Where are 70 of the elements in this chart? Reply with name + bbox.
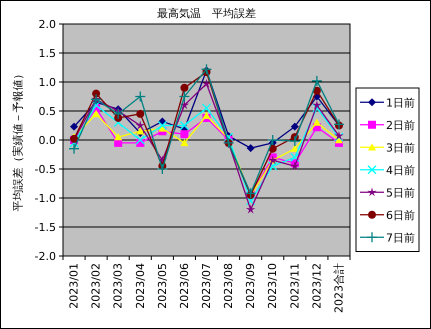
point — [136, 135, 145, 145]
x-tick-label: 2023/07 — [200, 263, 213, 309]
point — [290, 122, 299, 131]
point — [136, 127, 144, 134]
x-tick-label: 2023合計 — [332, 263, 346, 313]
point — [268, 161, 278, 171]
point — [136, 110, 144, 118]
x-tick-label: 2023/01 — [68, 263, 81, 309]
y-tick-label: 1.0 — [38, 76, 56, 89]
point — [289, 136, 300, 147]
point — [246, 204, 256, 214]
point — [202, 78, 212, 88]
point — [92, 110, 100, 118]
point — [202, 103, 212, 113]
point — [178, 90, 190, 102]
point — [114, 118, 123, 128]
legend-label: 2日前 — [386, 118, 415, 132]
point — [70, 122, 78, 131]
point — [112, 108, 124, 120]
point — [180, 120, 190, 130]
point — [202, 112, 210, 119]
point — [158, 120, 167, 130]
legend-label: 5日前 — [386, 186, 415, 200]
chart-title: 最高気温 平均誤差 — [157, 7, 256, 20]
point — [134, 90, 146, 102]
point — [267, 134, 278, 146]
legend-label: 3日前 — [386, 141, 415, 154]
point — [245, 188, 256, 200]
point — [180, 130, 188, 138]
point — [290, 161, 300, 170]
x-tick-label: 2023/05 — [156, 263, 169, 309]
point — [333, 118, 345, 130]
point — [312, 103, 322, 113]
x-tick-label: 2023/02 — [90, 263, 103, 309]
point — [200, 64, 212, 75]
point — [91, 100, 101, 110]
point — [68, 143, 80, 154]
point — [246, 144, 255, 152]
y-tick-label: -2.0 — [34, 250, 56, 263]
y-tick-label: -0.5 — [34, 163, 56, 176]
y-tick-label: -1.5 — [34, 221, 56, 234]
y-tick-label: 2.0 — [38, 18, 56, 31]
x-tick-label: 2023/08 — [222, 263, 236, 309]
point — [290, 152, 300, 162]
legend-label: 6日前 — [386, 208, 415, 222]
y-axis-title: 平均誤差（実績値－予報値） — [12, 68, 24, 212]
point — [180, 100, 190, 110]
x-tick-label: 2023/11 — [288, 263, 302, 309]
point — [136, 120, 146, 130]
point — [312, 118, 321, 126]
y-tick-label: -1.0 — [34, 192, 56, 205]
point — [312, 100, 322, 110]
x-tick-label: 2023/06 — [178, 263, 191, 309]
legend-label: 7日前 — [386, 231, 415, 244]
y-tick-label: 1.5 — [38, 47, 56, 60]
point — [311, 75, 323, 86]
point — [114, 133, 122, 140]
x-tick-label: 2023/10 — [266, 263, 280, 309]
legend-label: 1日前 — [386, 96, 415, 110]
y-tick-label: 0.0 — [38, 134, 56, 147]
point — [180, 84, 188, 92]
point — [180, 138, 188, 146]
x-tick-label: 2023/03 — [112, 263, 125, 309]
x-tick-label: 2023/09 — [244, 263, 258, 309]
y-tick-label: 0.5 — [38, 105, 56, 118]
x-tick-label: 2023/12 — [310, 263, 324, 309]
x-tick-label: 2023/04 — [134, 263, 147, 309]
point — [156, 163, 168, 175]
legend-label: 4日前 — [386, 164, 415, 177]
point — [246, 196, 256, 206]
